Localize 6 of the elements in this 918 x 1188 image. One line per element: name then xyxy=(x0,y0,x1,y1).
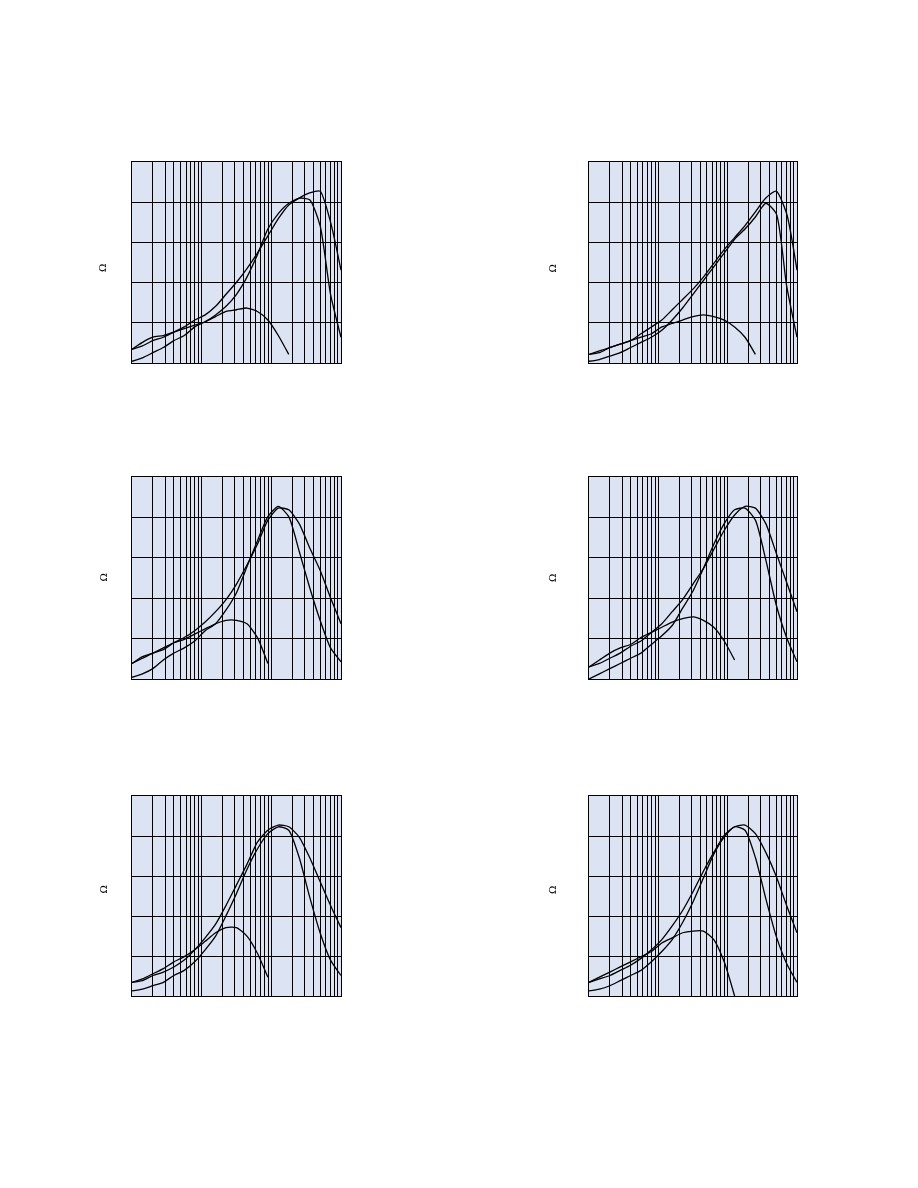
y-axis-title: Ω xyxy=(546,264,558,273)
y-axis-title: Ω xyxy=(97,263,108,272)
y-axis-title: Ω xyxy=(547,885,558,894)
y-axis-title: Ω xyxy=(97,885,109,894)
y-axis-title: Ω xyxy=(97,573,109,582)
y-axis-title: Ω xyxy=(547,573,558,582)
